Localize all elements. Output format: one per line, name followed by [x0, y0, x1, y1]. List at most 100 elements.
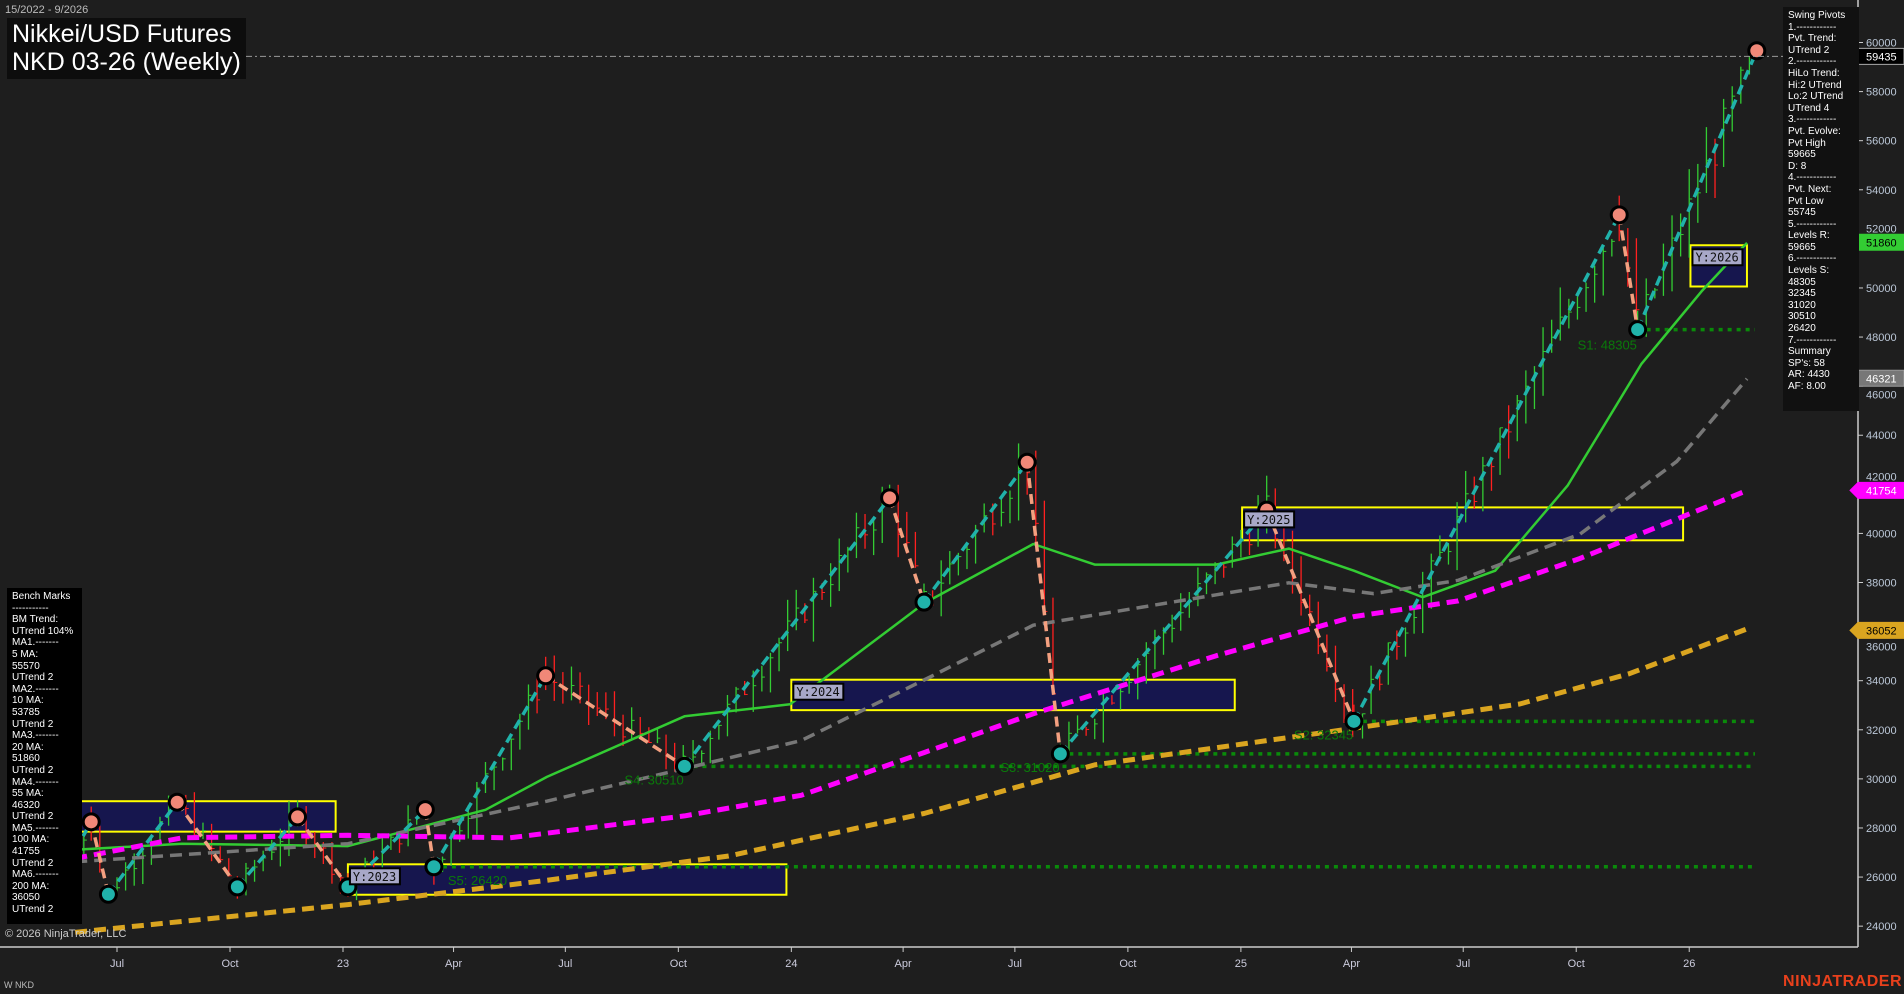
bench-line: 51860	[12, 753, 40, 765]
swing-low-marker	[914, 592, 934, 612]
time-tick-label: Jul	[1008, 958, 1022, 970]
bench-line: 20 MA:	[12, 741, 44, 753]
support-label: S1: 48305	[1578, 338, 1637, 353]
swing-low-marker	[227, 877, 247, 897]
time-tick-label: 26	[1683, 958, 1695, 970]
bench-line: UTrend 2	[12, 857, 54, 869]
price-tag	[1849, 621, 1904, 639]
price-tick-label: 46000	[1866, 389, 1897, 401]
bench-line: 55570	[12, 660, 40, 672]
price-tag-label: 46321	[1866, 373, 1897, 385]
pivot-line: Pvt High	[1788, 137, 1826, 149]
year-range-box	[790, 678, 1236, 712]
pivot-line: Pvt. Trend:	[1788, 33, 1837, 45]
swing-line	[683, 496, 891, 768]
swing-high-marker	[1017, 452, 1037, 472]
pivot-line: 59665	[1788, 149, 1816, 161]
swing-line	[1265, 509, 1356, 722]
pivot-line: 3.------------	[1788, 114, 1837, 126]
time-tick-label: Apr	[445, 958, 462, 970]
price-tick-label: 44000	[1866, 430, 1897, 442]
swing-line	[89, 821, 111, 895]
pivot-line: Pvt Low	[1788, 195, 1824, 207]
pivot-line: Pvt. Next:	[1788, 183, 1832, 195]
pivot-line: 26420	[1788, 323, 1816, 335]
pivot-line: Summary	[1788, 346, 1831, 358]
pivot-line: 55745	[1788, 207, 1816, 219]
price-tick-label: 32000	[1866, 725, 1897, 737]
bench-line: MA3.-------	[12, 730, 59, 742]
swing-line	[432, 674, 548, 868]
price-tag	[1849, 481, 1904, 499]
pivot-line: UTrend 2	[1788, 44, 1830, 56]
year-label-bg	[792, 682, 845, 701]
bench-marks-panel: Bench Marks ----------- BM Trend: UTrend 10…	[7, 588, 82, 924]
swing-low-marker	[1344, 711, 1364, 731]
swing-line	[544, 674, 686, 768]
time-tick-label: Jul	[558, 958, 572, 970]
swing-line	[296, 815, 350, 888]
swing-low-marker	[1050, 744, 1070, 764]
bench-line: 36050	[12, 892, 40, 904]
bench-line: UTrend 2	[12, 904, 54, 916]
chart-title: Nikkei/USD Futures NKD 03-26 (Weekly)	[7, 18, 246, 79]
title-contract: NKD 03-26 (Weekly)	[12, 48, 241, 76]
pivot-line: Lo:2 UTrend	[1788, 91, 1844, 103]
time-tick-label: Apr	[1343, 958, 1360, 970]
year-label: Y:2025	[1247, 513, 1290, 527]
price-tick-label: 40000	[1866, 528, 1897, 540]
bench-line: UTrend 2	[12, 811, 54, 823]
bench-line: -----------	[12, 602, 49, 614]
swing-high-marker	[1609, 205, 1629, 225]
price-tick-label: 26000	[1866, 872, 1897, 884]
pivot-line: 4.------------	[1788, 172, 1837, 184]
price-tick-label: 58000	[1866, 87, 1897, 99]
bench-line: BM Trend:	[12, 614, 59, 626]
bench-line: MA4.-------	[12, 776, 59, 788]
swing-line	[423, 809, 436, 868]
support-label: S4: 30510	[624, 772, 683, 787]
pivot-line: 2.------------	[1788, 56, 1837, 68]
time-tick-label: Oct	[1568, 958, 1585, 970]
bench-line: Bench Marks	[12, 591, 71, 602]
bench-line: 55 MA:	[12, 788, 44, 800]
year-range-box	[1241, 506, 1685, 542]
moving-average-100ma	[74, 488, 1748, 861]
price-tick-label: 28000	[1866, 823, 1897, 835]
pivot-line: Swing Pivots	[1788, 10, 1846, 21]
bench-line: MA6.-------	[12, 869, 59, 881]
swing-high-marker	[81, 812, 101, 832]
price-tag-label: 41754	[1866, 485, 1897, 497]
bench-line: UTrend 2	[12, 718, 54, 730]
pivot-line: 48305	[1788, 276, 1816, 288]
pivot-line: Pvt. Evolve:	[1788, 125, 1841, 137]
moving-average-20ma	[75, 241, 1748, 852]
pivot-line: 30510	[1788, 311, 1816, 323]
price-tag-label: 59435	[1866, 51, 1897, 63]
time-tick-label: Jul	[110, 958, 124, 970]
bench-line: MA2.-------	[12, 683, 59, 695]
price-tick-label: 38000	[1866, 578, 1897, 590]
bench-line: UTrend 2	[12, 672, 54, 684]
bench-line: UTrend 104%	[12, 625, 74, 637]
swing-high-marker	[415, 800, 435, 820]
price-tag-label: 36052	[1866, 625, 1897, 637]
bench-line: 200 MA:	[12, 880, 50, 892]
pivot-line: 31020	[1788, 299, 1816, 311]
swing-line	[1058, 508, 1269, 755]
bench-line: MA1.-------	[12, 637, 59, 649]
time-tick-label: 24	[785, 958, 797, 970]
pivot-line: 7.------------	[1788, 334, 1837, 346]
pivot-line: SP's: 58	[1788, 357, 1825, 369]
bench-line: MA5.-------	[12, 822, 59, 834]
price-tick-label: 48000	[1866, 332, 1897, 344]
price-tick-label: 24000	[1866, 921, 1897, 933]
pivot-line: AR: 4430	[1788, 369, 1830, 381]
year-label-bg	[348, 867, 401, 886]
swing-low-marker	[1628, 320, 1648, 340]
swing-line	[107, 801, 179, 896]
time-tick-label: 23	[337, 958, 349, 970]
swing-line	[1025, 462, 1063, 755]
bench-line: 10 MA:	[12, 695, 44, 707]
